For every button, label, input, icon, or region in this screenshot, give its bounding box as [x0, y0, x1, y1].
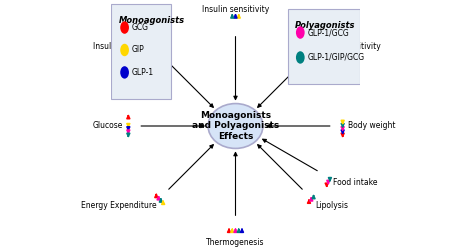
Text: Energy Expenditure: Energy Expenditure: [81, 201, 156, 210]
Text: Insulin secretion: Insulin secretion: [93, 42, 156, 51]
Ellipse shape: [120, 44, 129, 56]
Text: Insulin sensitivity: Insulin sensitivity: [202, 5, 269, 14]
FancyBboxPatch shape: [111, 4, 171, 99]
Text: Glucose: Glucose: [93, 121, 123, 131]
Text: GLP-1/GIP/GCG: GLP-1/GIP/GCG: [308, 53, 365, 62]
Text: Food intake: Food intake: [333, 178, 377, 186]
FancyBboxPatch shape: [288, 9, 360, 84]
Ellipse shape: [120, 21, 129, 34]
Text: Polyagonists: Polyagonists: [295, 21, 356, 30]
Text: Leptin sensitivity: Leptin sensitivity: [315, 42, 381, 51]
Ellipse shape: [208, 104, 263, 148]
Ellipse shape: [120, 66, 129, 79]
Text: Body weight: Body weight: [348, 121, 395, 131]
Text: Monoagonists: Monoagonists: [118, 16, 185, 25]
Text: Thermogenesis: Thermogenesis: [206, 238, 265, 247]
Text: GLP-1/GCG: GLP-1/GCG: [308, 28, 349, 37]
Text: Lipolysis: Lipolysis: [315, 201, 348, 210]
Text: GIP: GIP: [132, 46, 145, 54]
Ellipse shape: [296, 26, 305, 39]
Ellipse shape: [296, 51, 305, 64]
Text: GCG: GCG: [132, 23, 149, 32]
Text: GLP-1: GLP-1: [132, 68, 154, 77]
Text: Monoagonists
and Polyagonists
Effects: Monoagonists and Polyagonists Effects: [192, 111, 279, 141]
